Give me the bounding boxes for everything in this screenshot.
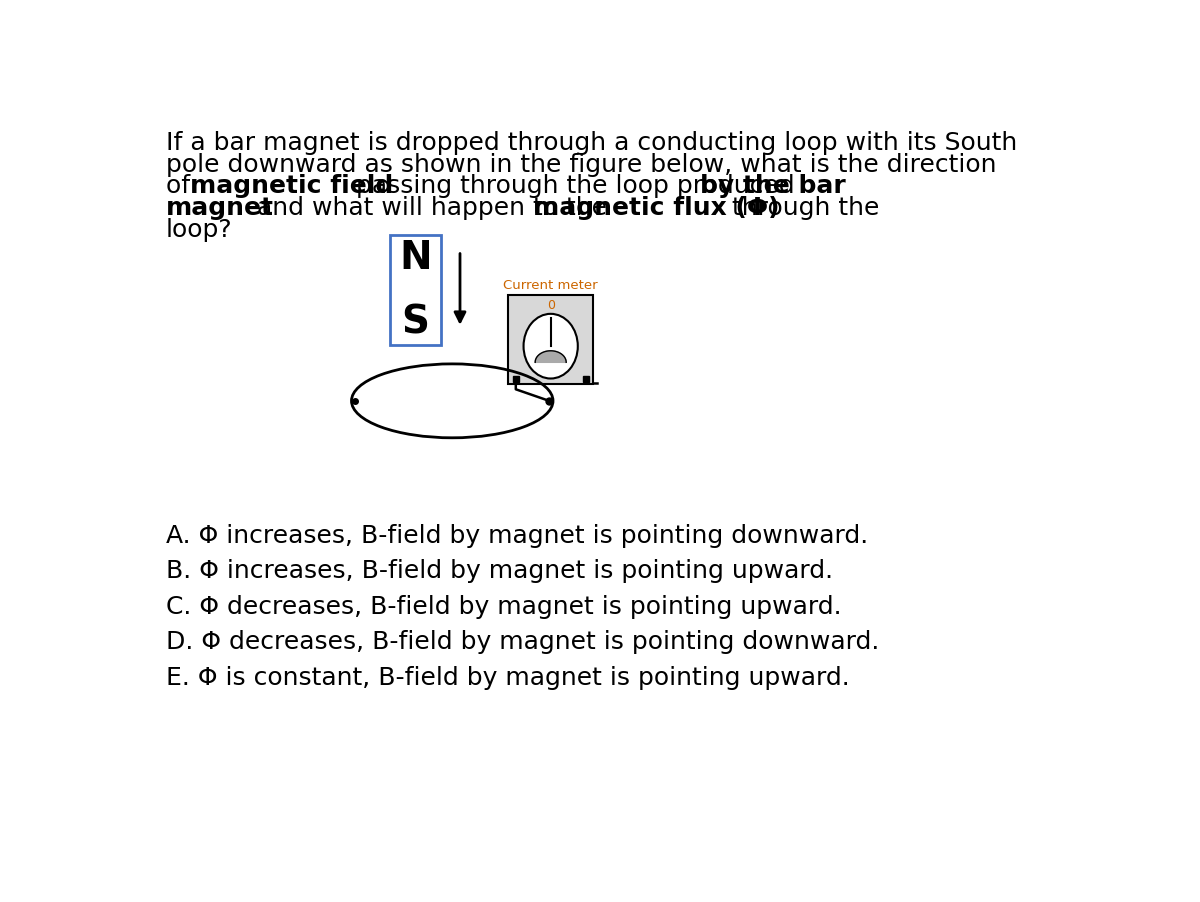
- Text: through the: through the: [724, 196, 880, 220]
- Text: D. Φ decreases, B-field by magnet is pointing downward.: D. Φ decreases, B-field by magnet is poi…: [166, 630, 878, 654]
- Text: by the bar: by the bar: [701, 174, 846, 198]
- Text: 0: 0: [547, 299, 554, 312]
- Text: magnet: magnet: [166, 196, 274, 220]
- Text: C. Φ decreases, B-field by magnet is pointing upward.: C. Φ decreases, B-field by magnet is poi…: [166, 595, 841, 619]
- Text: Current meter: Current meter: [503, 279, 598, 291]
- Bar: [390, 235, 440, 345]
- Text: and what will happen to the: and what will happen to the: [250, 196, 616, 220]
- Text: magnetic field: magnetic field: [191, 174, 394, 198]
- Text: passing through the loop produced: passing through the loop produced: [348, 174, 803, 198]
- Bar: [508, 295, 593, 384]
- Polygon shape: [535, 351, 566, 363]
- Text: N: N: [400, 239, 432, 277]
- Ellipse shape: [523, 314, 578, 379]
- Text: of: of: [166, 174, 198, 198]
- Text: A. Φ increases, B-field by magnet is pointing downward.: A. Φ increases, B-field by magnet is poi…: [166, 524, 868, 548]
- Text: loop?: loop?: [166, 217, 232, 242]
- Text: magnetic flux (Φ): magnetic flux (Φ): [533, 196, 779, 220]
- Text: B. Φ increases, B-field by magnet is pointing upward.: B. Φ increases, B-field by magnet is poi…: [166, 559, 833, 584]
- Text: pole downward as shown in the figure below, what is the direction: pole downward as shown in the figure bel…: [166, 153, 996, 177]
- Text: If a bar magnet is dropped through a conducting loop with its South: If a bar magnet is dropped through a con…: [166, 132, 1016, 155]
- Text: E. Φ is constant, B-field by magnet is pointing upward.: E. Φ is constant, B-field by magnet is p…: [166, 666, 850, 690]
- Text: S: S: [402, 304, 430, 342]
